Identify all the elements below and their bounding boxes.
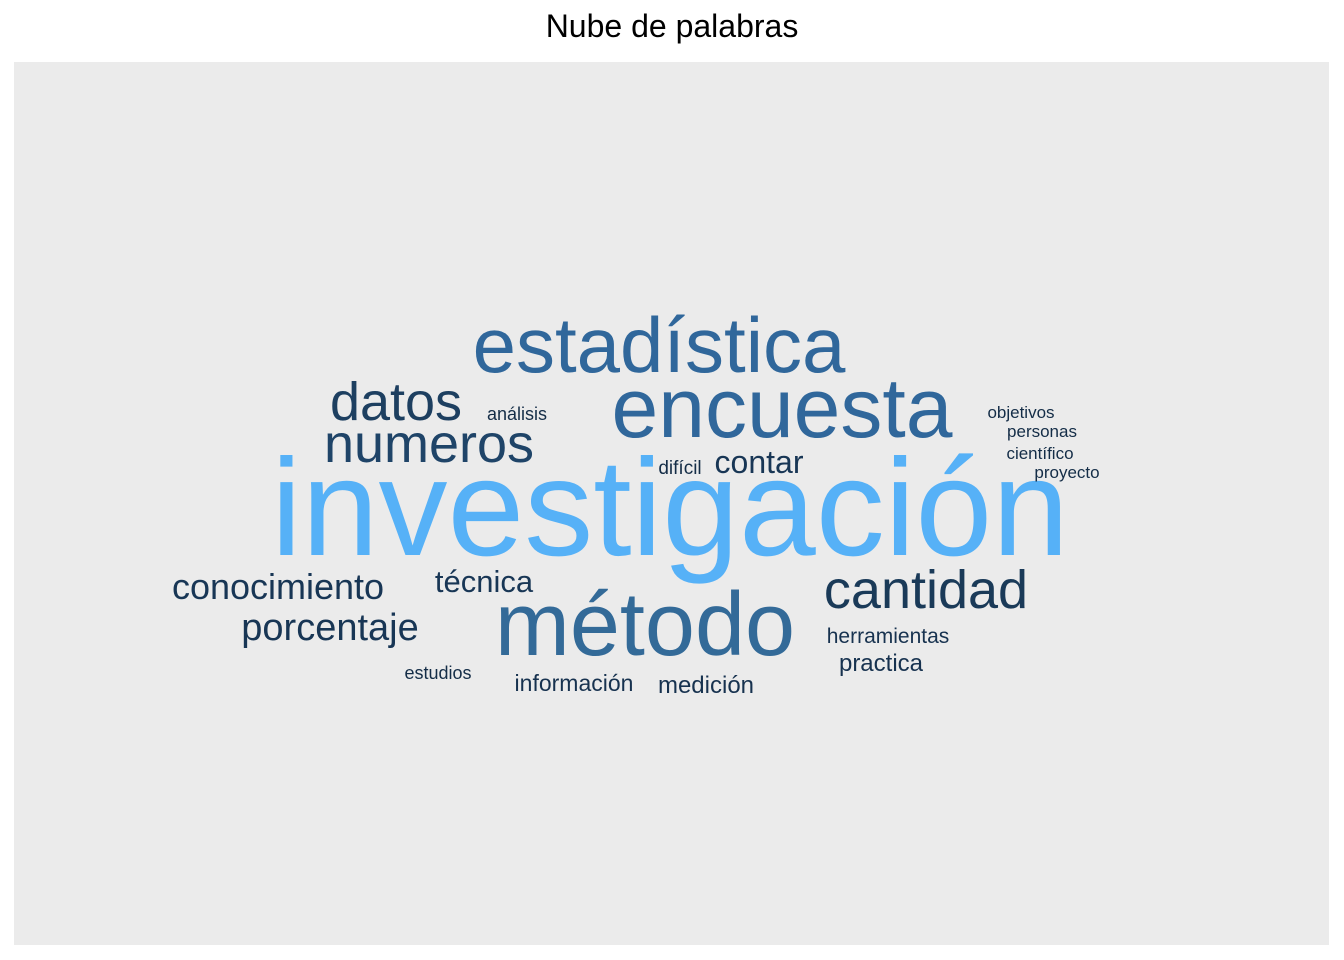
word-personas: personas [1007, 422, 1077, 441]
word-estadística: estadística [473, 301, 846, 389]
word-porcentaje: porcentaje [241, 607, 418, 649]
word-conocimiento: conocimiento [172, 566, 384, 607]
plot-panel: investigación método encuesta estadística nu… [14, 62, 1329, 945]
word-estudios: estudios [404, 663, 471, 683]
word-proyecto: proyecto [1034, 463, 1099, 482]
word-objetivos: objetivos [987, 403, 1054, 422]
word-practica: practica [839, 650, 924, 677]
word-herramientas: herramientas [827, 625, 950, 648]
word-contar: contar [715, 444, 804, 480]
word-numeros: numeros [324, 414, 534, 474]
word-científico: científico [1006, 444, 1073, 463]
word-difícil: difícil [658, 458, 701, 479]
word-cantidad: cantidad [824, 560, 1028, 620]
word-análisis: análisis [487, 404, 547, 424]
word-medición: medición [658, 672, 754, 699]
word-método: método [495, 575, 795, 675]
word-investigación: investigación [271, 431, 1069, 585]
word-información: información [515, 670, 634, 696]
word-técnica: técnica [435, 564, 534, 599]
word-encuesta: encuesta [612, 361, 953, 455]
chart-title: Nube de palabras [545, 8, 799, 44]
word-datos: datos [330, 372, 462, 432]
